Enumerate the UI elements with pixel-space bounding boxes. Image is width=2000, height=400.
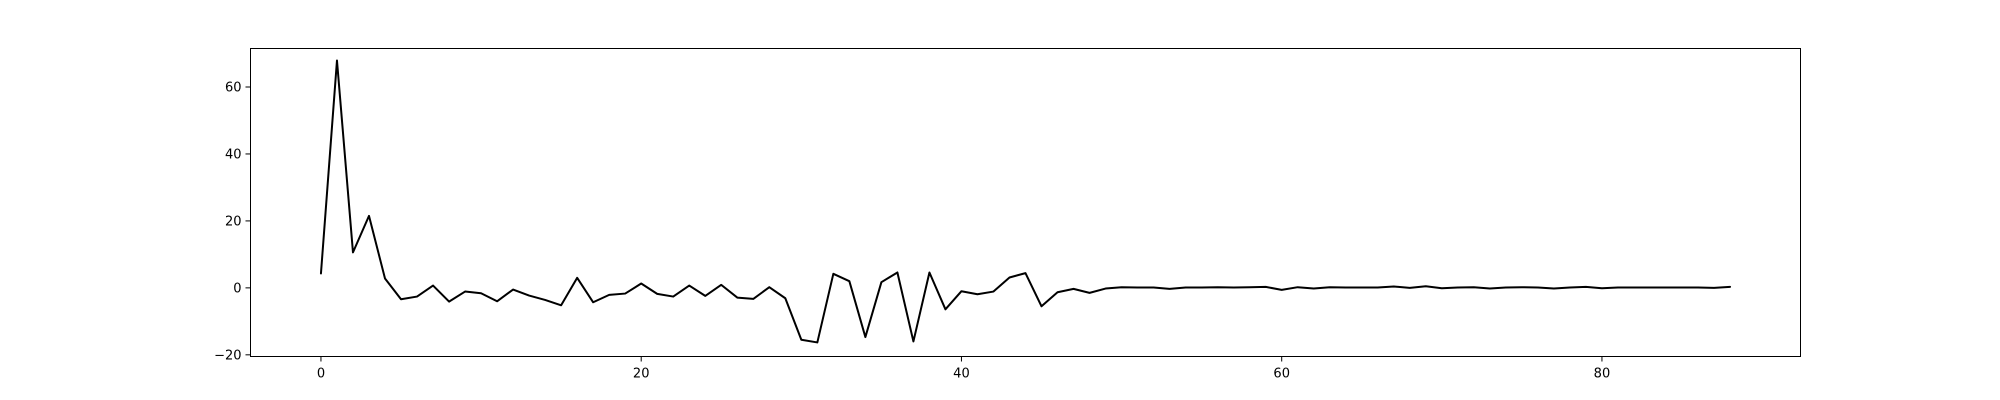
- y-tick-label: 60: [225, 81, 242, 96]
- series-line: [319, 59, 1732, 344]
- x-tick-label: 20: [633, 367, 650, 382]
- series-layer: [319, 59, 1732, 344]
- x-tick-label: 60: [1273, 367, 1290, 382]
- x-axis: 0 20 40 60 80: [317, 356, 1611, 382]
- y-tick-label: 20: [225, 214, 242, 229]
- x-tick-label: 80: [1594, 367, 1611, 382]
- plot-frame: [250, 48, 1801, 357]
- y-tick-label: 40: [225, 147, 242, 162]
- y-tick-label: 0: [233, 281, 241, 296]
- x-tick-label: 0: [317, 367, 325, 382]
- y-tick-label: −20: [214, 348, 241, 363]
- x-tick-label: 40: [953, 367, 970, 382]
- y-axis: −20 0 20 40 60: [214, 81, 251, 363]
